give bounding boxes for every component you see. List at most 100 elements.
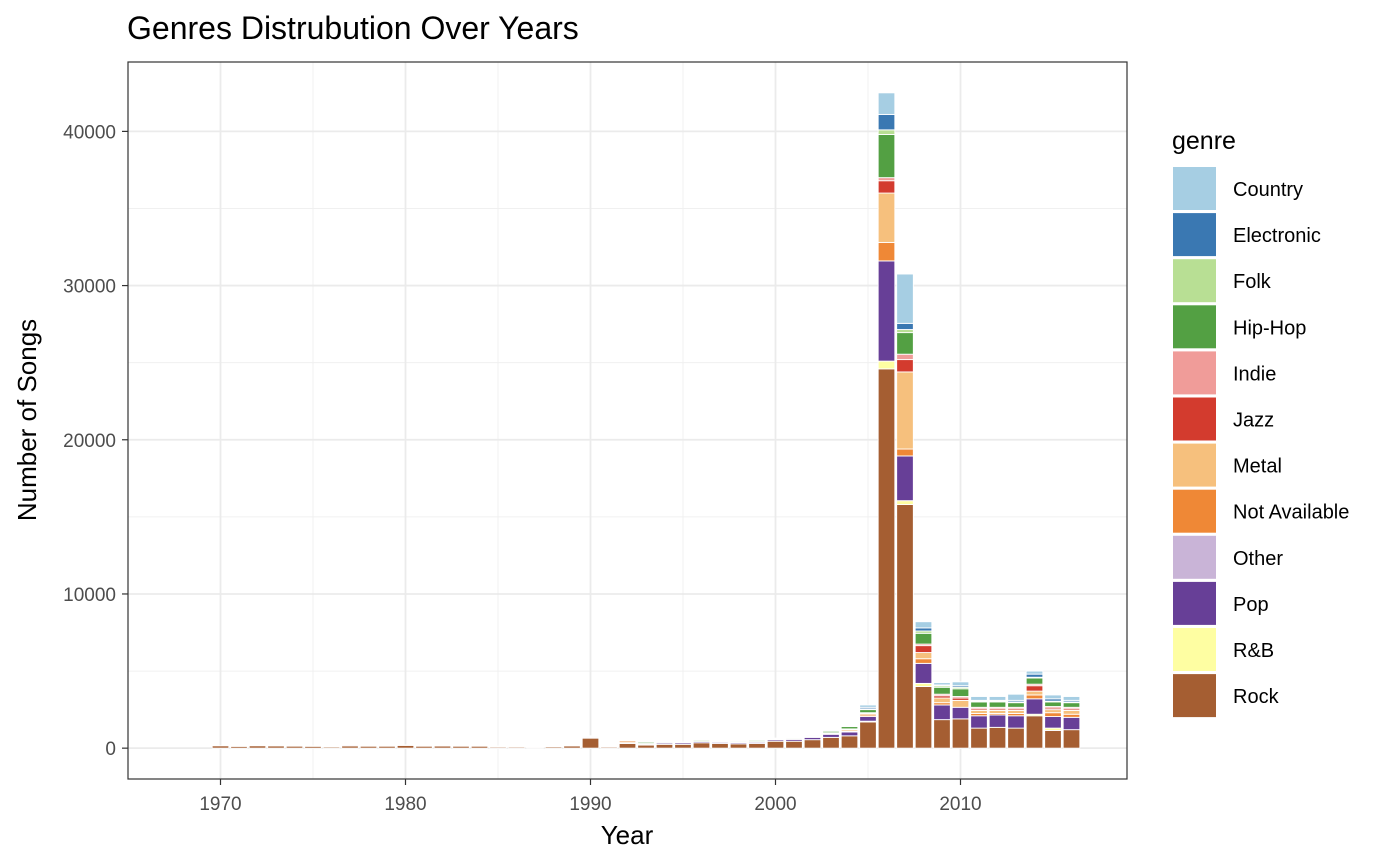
legend-item: Hip-Hop: [1173, 305, 1306, 349]
bar-segment-hip-hop: [655, 741, 674, 744]
bar-segment-hip-hop: [785, 737, 803, 740]
bar-segment-rock: [988, 726, 1007, 749]
bar-1989: [563, 744, 581, 749]
bar-2013: [1007, 693, 1025, 749]
legend-label: Country: [1233, 179, 1303, 201]
bar-segment-metal: [914, 652, 933, 660]
bar-segment-folk: [877, 129, 896, 135]
bar-segment-r-b: [896, 500, 914, 505]
bar-segment-electronic: [1025, 673, 1044, 678]
bar-segment-not-available: [1062, 713, 1081, 718]
legend-item: Rock: [1173, 674, 1280, 718]
bar-1995: [674, 741, 692, 749]
chart-title: Genres Distrubution Over Years: [127, 10, 579, 46]
legend-swatch: [1173, 443, 1216, 487]
bar-segment-hip-hop: [877, 134, 896, 179]
bar-segment-metal: [618, 740, 637, 742]
bar-segment-country: [914, 621, 933, 629]
bar-segment-rock: [1025, 715, 1044, 749]
bar-segment-metal: [933, 697, 951, 704]
legend-label: Hip-Hop: [1233, 317, 1306, 339]
bar-1990: [581, 735, 600, 749]
bar-segment-hip-hop: [674, 741, 692, 744]
bar-1981: [415, 745, 433, 749]
bar-1984: [470, 745, 489, 749]
bar-1986: [507, 745, 526, 749]
bar-segment-rock: [785, 740, 803, 749]
bar-segment-metal: [1044, 709, 1062, 714]
bar-segment-rock: [618, 743, 637, 749]
legend-swatch: [1173, 259, 1216, 303]
bar-segment-electronic: [803, 733, 822, 736]
legend-swatch: [1173, 581, 1216, 625]
x-tick-label: 2010: [939, 794, 981, 815]
legend-item: Folk: [1173, 259, 1272, 303]
bar-segment-country: [1062, 696, 1081, 701]
bar-segment-hip-hop: [896, 332, 914, 355]
legend-item: Electronic: [1173, 213, 1321, 257]
legend-swatch: [1173, 397, 1216, 441]
bar-segment-pop: [248, 744, 267, 747]
bar-1993: [637, 741, 655, 749]
y-tick-label: 40000: [63, 122, 116, 143]
bar-segment-jazz: [896, 359, 914, 373]
bar-1974: [285, 745, 304, 749]
bar-2012: [988, 696, 1007, 749]
bar-segment-rock: [951, 718, 970, 749]
bar-segment-not-available: [914, 658, 933, 664]
bar-segment-r-b: [914, 682, 933, 687]
bar-1972: [248, 744, 267, 749]
bar-2000: [766, 737, 785, 749]
bar-segment-not-available: [267, 744, 285, 747]
legend-item: Other: [1173, 535, 1283, 579]
bar-1971: [230, 745, 248, 749]
bar-segment-pop: [877, 260, 896, 362]
legend-label: Pop: [1233, 594, 1269, 616]
bar-segment-hip-hop: [563, 744, 581, 747]
x-axis-title: Year: [601, 820, 654, 850]
legend-swatch: [1173, 535, 1216, 579]
bar-segment-rock: [933, 719, 951, 749]
bar-segment-rock: [692, 742, 711, 749]
legend-label: Folk: [1233, 271, 1272, 293]
bar-segment-electronic: [840, 725, 859, 728]
bar-segment-rock: [674, 743, 692, 749]
bar-segment-rock: [803, 739, 822, 749]
bar-segment-r-b: [877, 360, 896, 370]
bar-2003: [822, 729, 840, 749]
x-tick-label: 1990: [569, 794, 611, 815]
legend-label: Jazz: [1233, 410, 1274, 432]
plot-area: [127, 61, 1128, 780]
bar-segment-pop: [396, 744, 415, 746]
bar-segment-jazz: [877, 180, 896, 194]
bar-segment-pop: [304, 745, 322, 747]
bar-segment-pop: [452, 745, 470, 747]
bar-segment-country: [822, 729, 840, 732]
bar-1992: [618, 740, 637, 749]
bar-segment-r-b: [507, 745, 526, 748]
legend-label: Indie: [1233, 363, 1276, 385]
legend-item: Metal: [1173, 443, 1282, 487]
bar-segment-rock: [877, 368, 896, 749]
legend-item: Country: [1173, 167, 1303, 210]
legend-item: Not Available: [1173, 489, 1349, 533]
bar-segment-hip-hop: [859, 709, 877, 714]
bar-segment-country: [859, 704, 877, 708]
bar-segment-rock: [655, 743, 674, 749]
bar-segment-pop: [970, 715, 988, 729]
bar-segment-metal: [877, 192, 896, 243]
bar-segment-pop: [359, 744, 378, 747]
bar-segment-hip-hop: [711, 740, 729, 743]
plot-border: [127, 61, 1128, 780]
bar-segment-electronic: [877, 113, 896, 131]
bar-segment-metal: [1007, 709, 1025, 714]
legend-swatch: [1173, 628, 1216, 671]
bar-segment-pop: [859, 716, 877, 722]
bar-1975: [304, 745, 322, 749]
bar-segment-hip-hop: [692, 740, 711, 742]
bar-segment-country: [896, 273, 914, 324]
y-tick-label: 30000: [63, 277, 116, 298]
bar-segment-rock: [711, 743, 729, 749]
bar-2005: [859, 704, 877, 749]
